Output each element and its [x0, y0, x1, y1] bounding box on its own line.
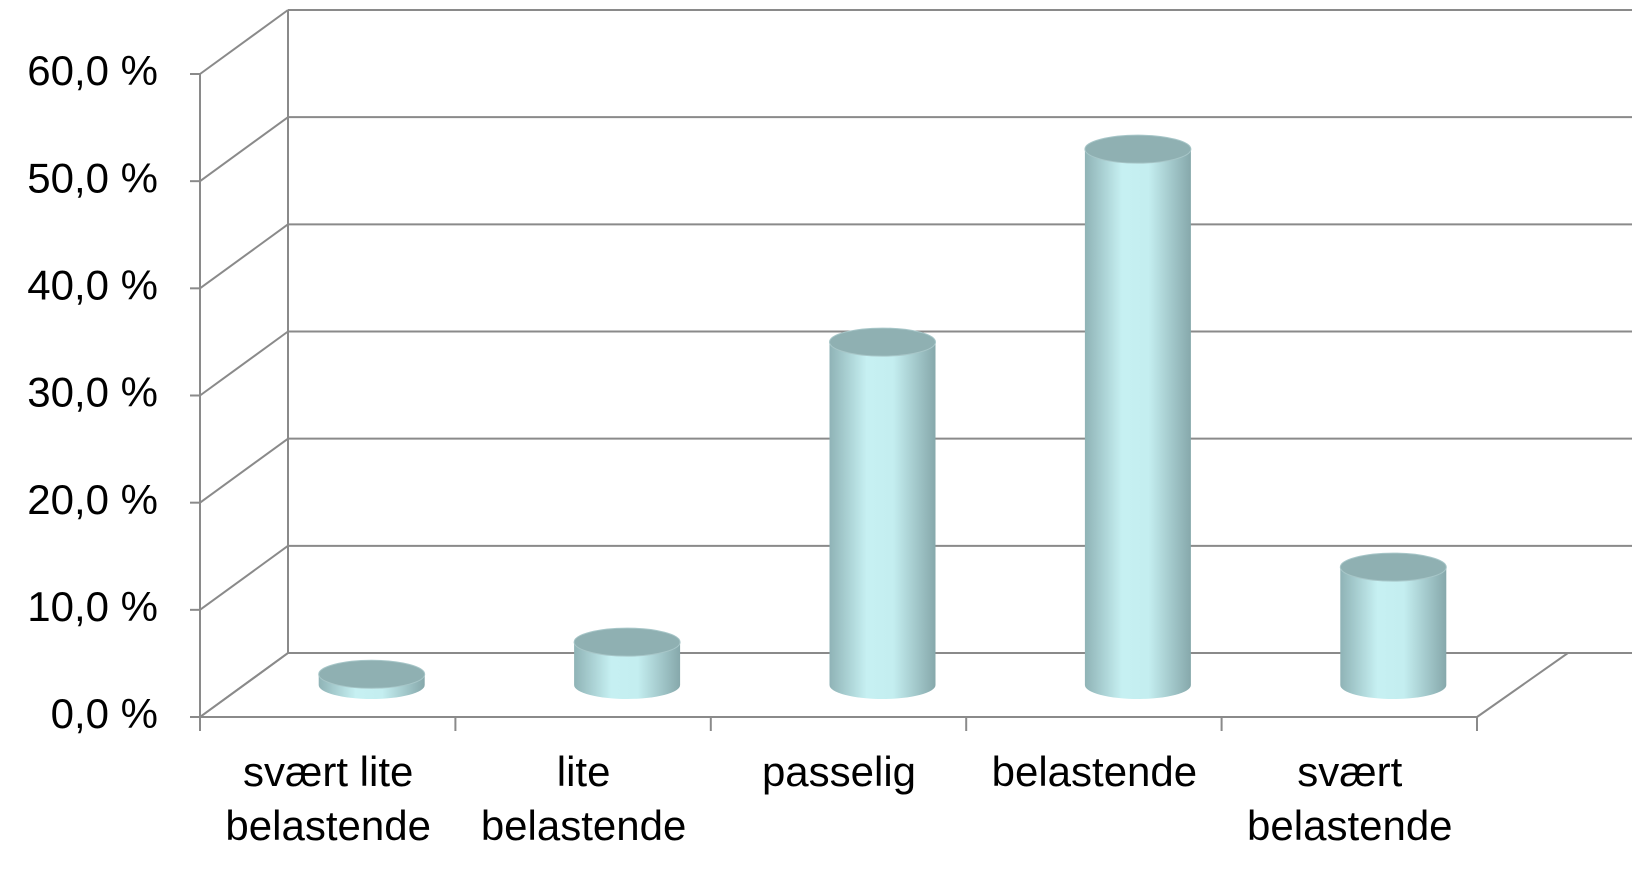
y-tick-label: 0,0 %	[51, 690, 158, 737]
y-tick-label: 60,0 %	[27, 47, 158, 94]
bar	[829, 342, 936, 699]
grid-line-side	[199, 9, 289, 75]
y-tick-label: 50,0 %	[27, 154, 158, 201]
grid-line-side	[199, 437, 289, 504]
grid-line-side	[199, 330, 289, 397]
y-tick-label: 30,0 %	[27, 369, 158, 416]
grid-line-side	[199, 116, 289, 182]
bar	[574, 642, 681, 699]
grid-line-side	[199, 545, 289, 611]
bar-group	[829, 327, 936, 699]
y-tick-label: 20,0 %	[27, 476, 158, 523]
bar-top	[1084, 134, 1192, 164]
x-tick-label: passelig	[761, 748, 917, 795]
bar-group	[1084, 134, 1192, 699]
bar-group	[318, 659, 426, 699]
bar-group	[1339, 552, 1447, 699]
bar-top	[318, 659, 426, 689]
x-tick-label: svært belastende	[1247, 748, 1453, 849]
bar-group	[573, 627, 681, 699]
bar-top	[1339, 552, 1447, 582]
y-tick-label: 40,0 %	[27, 261, 158, 308]
x-tick-label: belastende	[991, 748, 1198, 795]
bar	[1340, 567, 1447, 699]
grid-line-side	[199, 652, 289, 718]
bar-top	[573, 627, 681, 657]
x-tick-label: svært lite belastende	[225, 748, 431, 849]
bar-top	[829, 327, 936, 357]
bar	[1084, 149, 1191, 699]
grid-line-side	[199, 223, 289, 290]
y-tick-label: 10,0 %	[27, 583, 158, 630]
x-tick-label: lite belastende	[480, 748, 687, 849]
